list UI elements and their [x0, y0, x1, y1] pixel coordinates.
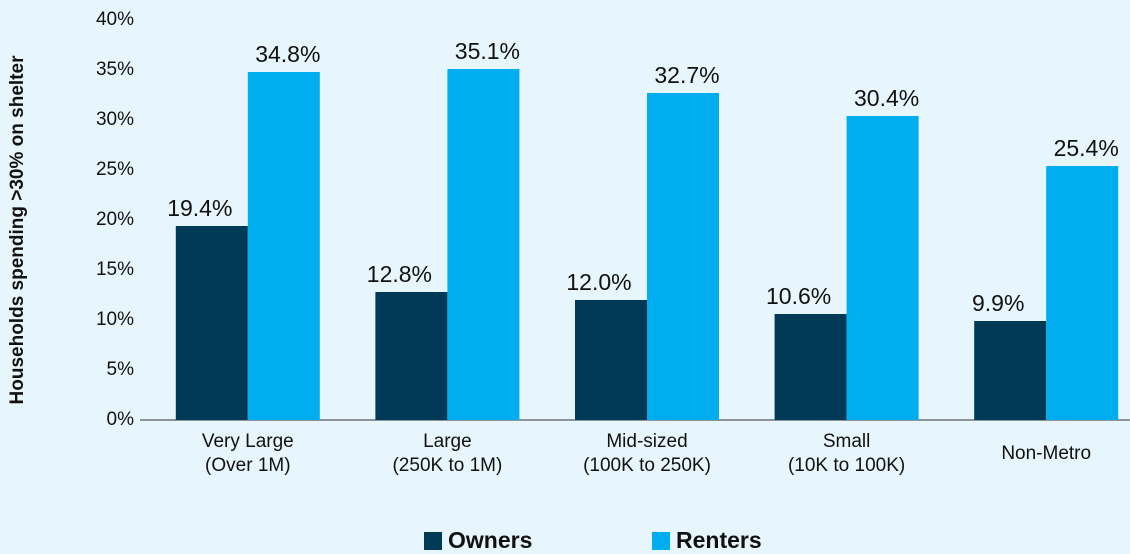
y-tick-label: 20% [96, 209, 134, 230]
x-tick-label: Mid-sized (100K to 250K) [583, 431, 711, 476]
y-tick-label: 0% [107, 409, 135, 430]
value-label: 25.4% [1054, 135, 1119, 161]
value-label: 34.8% [255, 41, 320, 67]
value-label: 19.4% [167, 195, 232, 221]
legend-swatch [424, 532, 442, 550]
y-tick-label: 25% [96, 159, 134, 180]
bar [247, 72, 320, 420]
y-tick-label: 5% [107, 359, 135, 380]
value-label: 32.7% [654, 62, 719, 88]
y-axis-label: Households spending >30% on shelter [7, 55, 28, 405]
legend-label: Renters [676, 527, 762, 553]
y-tick-label: 30% [96, 109, 134, 130]
bar [1046, 166, 1119, 420]
bar [575, 300, 647, 420]
x-tick-label: Very Large (Over 1M) [202, 431, 294, 476]
bar [447, 69, 520, 420]
value-label: 9.9% [972, 290, 1024, 316]
bar [175, 226, 248, 420]
x-tick-label: Small (10K to 100K) [788, 431, 905, 476]
x-tick-label: Large (250K to 1M) [392, 431, 502, 476]
value-label: 12.0% [566, 269, 631, 295]
bar [375, 292, 448, 420]
legend-swatch [652, 532, 670, 550]
value-label: 10.6% [766, 283, 831, 309]
value-label: 35.1% [455, 38, 520, 64]
value-label: 12.8% [367, 261, 432, 287]
y-tick-label: 15% [96, 259, 134, 280]
bar [974, 321, 1047, 420]
x-tick-label: Non-Metro [1001, 443, 1091, 464]
bar [647, 93, 719, 420]
bar [846, 116, 919, 420]
bar [774, 314, 847, 420]
y-tick-label: 40% [96, 9, 134, 30]
y-tick-label: 10% [96, 309, 134, 330]
value-label: 30.4% [854, 85, 919, 111]
legend-label: Owners [448, 527, 532, 553]
y-tick-label: 35% [96, 59, 134, 80]
